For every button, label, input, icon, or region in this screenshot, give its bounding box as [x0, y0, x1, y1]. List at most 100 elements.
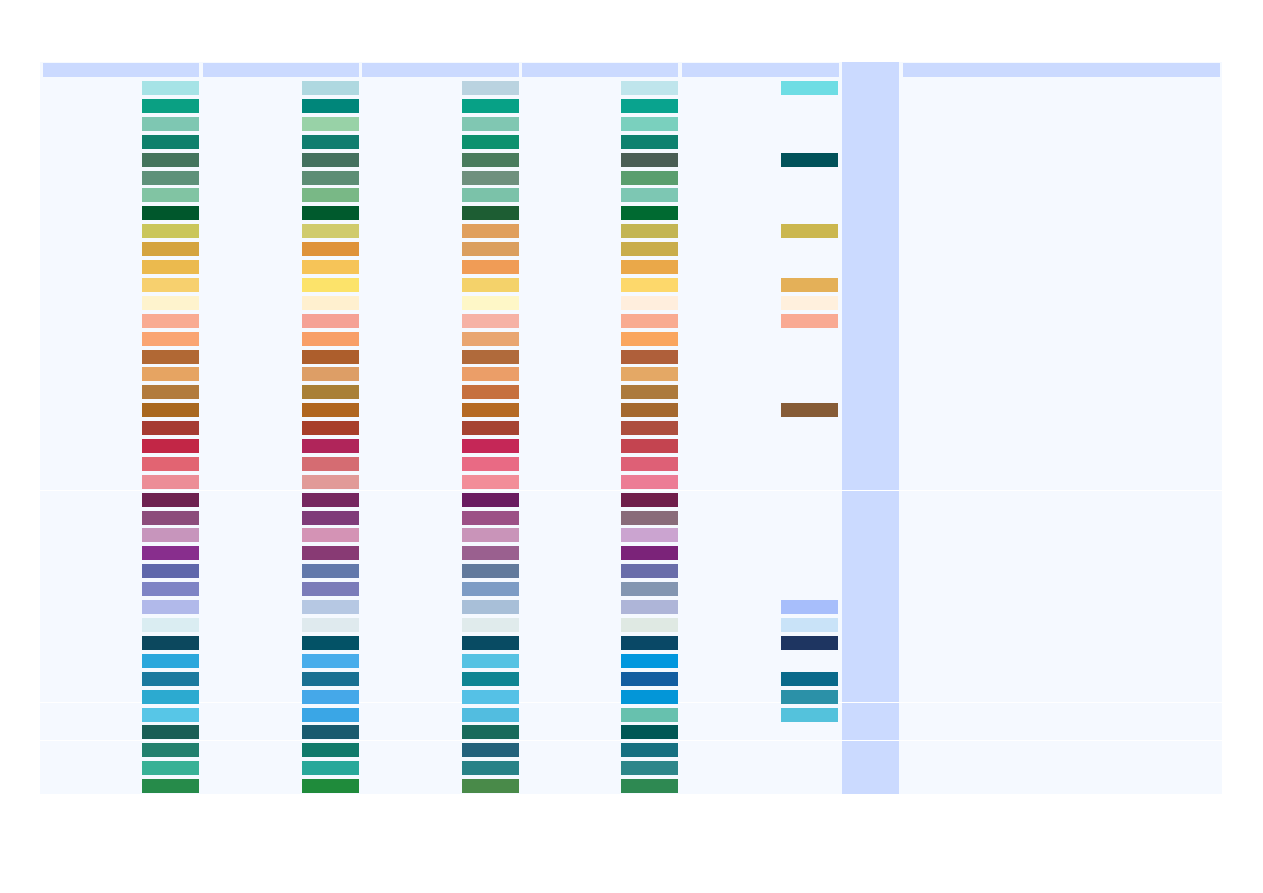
color-swatch[interactable] [462, 171, 519, 185]
color-swatch[interactable] [621, 403, 678, 417]
color-swatch[interactable] [302, 171, 359, 185]
color-swatch[interactable] [302, 224, 359, 238]
column-header-1[interactable] [43, 63, 199, 77]
color-swatch[interactable] [462, 350, 519, 364]
color-swatch[interactable] [621, 672, 678, 686]
color-swatch[interactable] [462, 761, 519, 775]
color-swatch[interactable] [462, 332, 519, 346]
color-swatch[interactable] [302, 761, 359, 775]
color-swatch[interactable] [621, 582, 678, 596]
color-swatch[interactable] [302, 636, 359, 650]
color-swatch[interactable] [302, 367, 359, 381]
color-swatch[interactable] [302, 690, 359, 704]
color-swatch[interactable] [462, 654, 519, 668]
color-swatch[interactable] [621, 779, 678, 793]
color-swatch[interactable] [462, 725, 519, 739]
color-swatch[interactable] [462, 600, 519, 614]
color-swatch[interactable] [781, 314, 838, 328]
color-swatch[interactable] [462, 457, 519, 471]
color-swatch[interactable] [142, 350, 199, 364]
color-swatch[interactable] [781, 708, 838, 722]
color-swatch[interactable] [462, 278, 519, 292]
color-swatch[interactable] [302, 511, 359, 525]
color-swatch[interactable] [142, 188, 199, 202]
color-swatch[interactable] [142, 582, 199, 596]
color-swatch[interactable] [621, 385, 678, 399]
color-swatch[interactable] [302, 564, 359, 578]
color-swatch[interactable] [302, 99, 359, 113]
color-swatch[interactable] [462, 188, 519, 202]
color-swatch[interactable] [621, 206, 678, 220]
color-swatch[interactable] [142, 296, 199, 310]
color-swatch[interactable] [142, 654, 199, 668]
color-swatch[interactable] [142, 260, 199, 274]
color-swatch[interactable] [142, 81, 199, 95]
color-swatch[interactable] [142, 403, 199, 417]
color-swatch[interactable] [142, 564, 199, 578]
color-swatch[interactable] [621, 654, 678, 668]
color-swatch[interactable] [462, 385, 519, 399]
color-swatch[interactable] [462, 99, 519, 113]
color-swatch[interactable] [302, 528, 359, 542]
color-swatch[interactable] [621, 743, 678, 757]
color-swatch[interactable] [462, 421, 519, 435]
color-swatch[interactable] [142, 493, 199, 507]
color-swatch[interactable] [302, 618, 359, 632]
color-swatch[interactable] [302, 582, 359, 596]
color-swatch[interactable] [621, 475, 678, 489]
color-swatch[interactable] [781, 296, 838, 310]
color-swatch[interactable] [142, 743, 199, 757]
color-swatch[interactable] [142, 117, 199, 131]
color-swatch[interactable] [462, 81, 519, 95]
color-swatch[interactable] [462, 708, 519, 722]
color-swatch[interactable] [302, 242, 359, 256]
color-swatch[interactable] [142, 600, 199, 614]
color-swatch[interactable] [142, 367, 199, 381]
color-swatch[interactable] [621, 81, 678, 95]
color-swatch[interactable] [462, 296, 519, 310]
color-swatch[interactable] [142, 439, 199, 453]
color-swatch[interactable] [142, 779, 199, 793]
color-swatch[interactable] [302, 117, 359, 131]
color-swatch[interactable] [142, 725, 199, 739]
color-swatch[interactable] [462, 135, 519, 149]
color-swatch[interactable] [302, 743, 359, 757]
color-swatch[interactable] [302, 350, 359, 364]
color-swatch[interactable] [781, 278, 838, 292]
color-swatch[interactable] [142, 457, 199, 471]
color-swatch[interactable] [142, 618, 199, 632]
color-swatch[interactable] [142, 385, 199, 399]
color-swatch[interactable] [302, 725, 359, 739]
color-swatch[interactable] [302, 206, 359, 220]
column-header-5[interactable] [682, 63, 839, 77]
color-swatch[interactable] [462, 403, 519, 417]
color-swatch[interactable] [302, 779, 359, 793]
color-swatch[interactable] [621, 99, 678, 113]
column-header-3[interactable] [362, 63, 519, 77]
color-swatch[interactable] [142, 475, 199, 489]
column-header-2[interactable] [203, 63, 359, 77]
color-swatch[interactable] [462, 117, 519, 131]
color-swatch[interactable] [621, 153, 678, 167]
color-swatch[interactable] [142, 761, 199, 775]
color-swatch[interactable] [302, 493, 359, 507]
color-swatch[interactable] [142, 546, 199, 560]
color-swatch[interactable] [621, 439, 678, 453]
color-swatch[interactable] [781, 600, 838, 614]
color-swatch[interactable] [142, 332, 199, 346]
color-swatch[interactable] [302, 188, 359, 202]
color-swatch[interactable] [462, 779, 519, 793]
color-swatch[interactable] [621, 511, 678, 525]
color-swatch[interactable] [462, 439, 519, 453]
color-swatch[interactable] [302, 332, 359, 346]
color-swatch[interactable] [302, 439, 359, 453]
color-swatch[interactable] [142, 99, 199, 113]
color-swatch[interactable] [462, 206, 519, 220]
color-swatch[interactable] [142, 242, 199, 256]
color-swatch[interactable] [621, 350, 678, 364]
color-swatch[interactable] [621, 117, 678, 131]
color-swatch[interactable] [302, 654, 359, 668]
color-swatch[interactable] [621, 618, 678, 632]
color-swatch[interactable] [781, 672, 838, 686]
color-swatch[interactable] [302, 260, 359, 274]
